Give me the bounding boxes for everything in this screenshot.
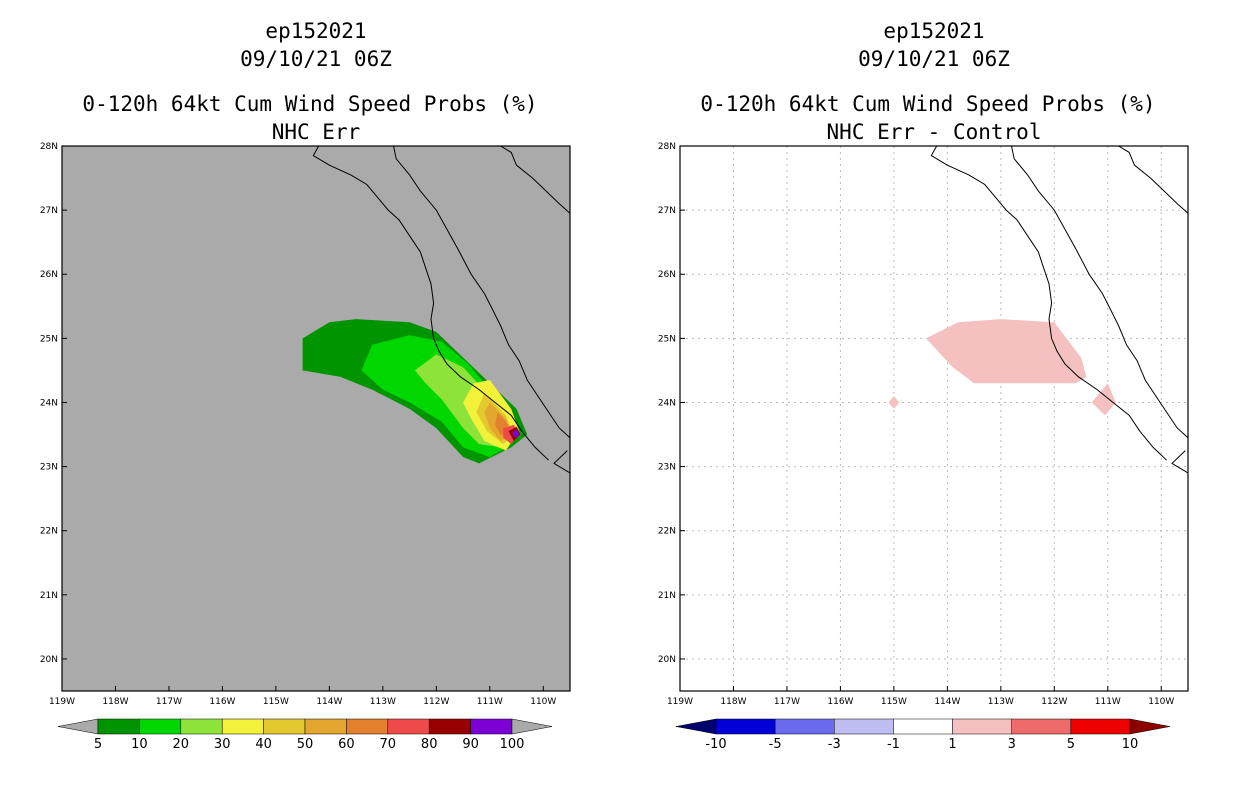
x-tick-label: 116W bbox=[209, 697, 235, 707]
charts-canvas: 119W 118W 117W 116W 115W 114W 113W 112W 111W 110W… bbox=[0, 0, 1236, 800]
colorbar-label: 90 bbox=[462, 737, 479, 752]
colorbar-label: 100 bbox=[500, 737, 525, 752]
y-tick-label: 22N bbox=[658, 527, 676, 537]
x-tick-label: 118W bbox=[102, 697, 128, 707]
x-tick-label: 117W bbox=[774, 697, 800, 707]
colorbar-swatch bbox=[346, 719, 387, 734]
colorbar-label: 5 bbox=[1067, 737, 1075, 752]
colorbar-label: -1 bbox=[887, 737, 900, 752]
colorbar-label: 70 bbox=[380, 737, 397, 752]
colorbar-label: 60 bbox=[338, 737, 355, 752]
x-tick-label: 110W bbox=[530, 697, 556, 707]
y-tick-label: 24N bbox=[40, 398, 58, 408]
x-tick-label: 118W bbox=[720, 697, 746, 707]
colorbar-swatch bbox=[305, 719, 346, 734]
colorbar-label: -10 bbox=[705, 737, 726, 752]
colorbar-label: 30 bbox=[214, 737, 231, 752]
chart-panel-right: 119W 118W 117W 116W 115W 114W 113W 112W 111W 110W… bbox=[658, 142, 1188, 752]
colorbar-swatch bbox=[775, 719, 834, 734]
colorbar-label: 5 bbox=[94, 737, 102, 752]
colorbar-label: 3 bbox=[1008, 737, 1016, 752]
y-tick-label: 28N bbox=[40, 142, 58, 152]
colorbar-swatch bbox=[139, 719, 180, 734]
colorbar-swatch bbox=[264, 719, 305, 734]
y-tick-label: 23N bbox=[40, 463, 58, 473]
y-tick-label: 26N bbox=[658, 270, 676, 280]
colorbar: -10 -5 -3 -1 1 3 5 10 bbox=[676, 719, 1170, 752]
chart-panel-left: 119W 118W 117W 116W 115W 114W 113W 112W 111W 110W… bbox=[40, 142, 570, 752]
x-tick-label: 110W bbox=[1148, 697, 1174, 707]
y-tick-label: 24N bbox=[658, 398, 676, 408]
colorbar-swatch bbox=[471, 719, 512, 734]
x-tick-label: 112W bbox=[423, 697, 449, 707]
x-tick-label: 117W bbox=[156, 697, 182, 707]
colorbar-over-arrow bbox=[1130, 719, 1170, 734]
plot-background bbox=[680, 146, 1188, 691]
colorbar-swatch bbox=[953, 719, 1012, 734]
colorbar-label: 40 bbox=[255, 737, 272, 752]
x-tick-label: 116W bbox=[827, 697, 853, 707]
colorbar-label: 1 bbox=[948, 737, 956, 752]
y-tick-label: 25N bbox=[658, 334, 676, 344]
colorbar-swatch bbox=[893, 719, 952, 734]
colorbar-under-arrow bbox=[676, 719, 716, 734]
colorbar: 5 10 20 30 40 50 60 70 80 90 100 bbox=[58, 719, 552, 752]
x-tick-label: 114W bbox=[316, 697, 342, 707]
y-tick-label: 28N bbox=[658, 142, 676, 152]
colorbar-swatch bbox=[388, 719, 429, 734]
x-tick-label: 111W bbox=[1095, 697, 1121, 707]
x-tick-label: 111W bbox=[477, 697, 503, 707]
x-tick-label: 114W bbox=[934, 697, 960, 707]
y-tick-label: 20N bbox=[658, 655, 676, 665]
x-tick-label: 113W bbox=[370, 697, 396, 707]
colorbar-label: -3 bbox=[828, 737, 841, 752]
x-tick-label: 112W bbox=[1041, 697, 1067, 707]
colorbar-swatch bbox=[181, 719, 222, 734]
colorbar-under-arrow bbox=[58, 719, 98, 734]
colorbar-label: 80 bbox=[421, 737, 438, 752]
colorbar-swatch bbox=[429, 719, 470, 734]
x-tick-label: 119W bbox=[667, 697, 693, 707]
colorbar-label: 50 bbox=[297, 737, 314, 752]
x-tick-label: 115W bbox=[881, 697, 907, 707]
x-tick-label: 113W bbox=[988, 697, 1014, 707]
colorbar-over-arrow bbox=[512, 719, 552, 734]
y-tick-label: 27N bbox=[658, 206, 676, 216]
y-tick-label: 21N bbox=[658, 591, 676, 601]
colorbar-label: 10 bbox=[1122, 737, 1139, 752]
colorbar-label: 10 bbox=[131, 737, 148, 752]
y-tick-label: 27N bbox=[40, 206, 58, 216]
y-tick-label: 22N bbox=[40, 527, 58, 537]
colorbar-swatch bbox=[98, 719, 139, 734]
y-tick-label: 25N bbox=[40, 334, 58, 344]
colorbar-label: 20 bbox=[173, 737, 190, 752]
y-tick-label: 20N bbox=[40, 655, 58, 665]
x-tick-label: 115W bbox=[263, 697, 289, 707]
colorbar-swatch bbox=[222, 719, 263, 734]
colorbar-swatch bbox=[1071, 719, 1130, 734]
y-tick-label: 23N bbox=[658, 463, 676, 473]
y-tick-label: 21N bbox=[40, 591, 58, 601]
y-tick-label: 26N bbox=[40, 270, 58, 280]
colorbar-label: -5 bbox=[769, 737, 782, 752]
colorbar-swatch bbox=[1012, 719, 1071, 734]
colorbar-swatch bbox=[834, 719, 893, 734]
x-tick-label: 119W bbox=[49, 697, 75, 707]
colorbar-swatch bbox=[716, 719, 775, 734]
